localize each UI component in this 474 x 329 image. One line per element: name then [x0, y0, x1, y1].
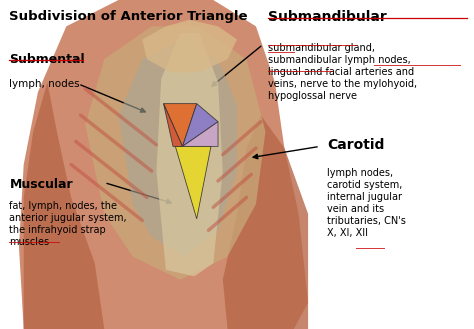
Polygon shape — [182, 104, 218, 146]
Polygon shape — [182, 122, 218, 146]
Text: lymph nodes,
carotid system,
internal jugular
vein and its
tributaries, CN's
X, : lymph nodes, carotid system, internal ju… — [327, 168, 406, 238]
Text: Submental: Submental — [9, 53, 85, 66]
Text: Carotid: Carotid — [327, 138, 384, 152]
Text: Submandibular: Submandibular — [268, 10, 387, 24]
Polygon shape — [175, 146, 211, 219]
Polygon shape — [142, 20, 237, 72]
Text: Subdivision of Anterior Triangle: Subdivision of Anterior Triangle — [9, 10, 248, 23]
Polygon shape — [118, 39, 237, 257]
Polygon shape — [164, 104, 197, 146]
Bar — [0, 0, 318, 329]
Polygon shape — [164, 104, 182, 146]
Polygon shape — [85, 26, 265, 280]
Polygon shape — [19, 0, 308, 329]
Polygon shape — [24, 82, 104, 329]
Text: fat, lymph, nodes, the
anterior jugular system,
the infrahyoid strap
muscles: fat, lymph, nodes, the anterior jugular … — [9, 201, 127, 247]
Text: Muscular: Muscular — [9, 178, 73, 191]
Polygon shape — [223, 115, 308, 329]
Text: lymph, nodes: lymph, nodes — [9, 79, 80, 89]
Polygon shape — [156, 33, 223, 276]
Text: submandibular gland,
submandibular lymph nodes,
lingual and facial arteries and
: submandibular gland, submandibular lymph… — [268, 43, 417, 101]
